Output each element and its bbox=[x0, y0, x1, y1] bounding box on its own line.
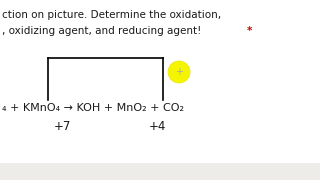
Text: ction on picture. Determine the oxidation,: ction on picture. Determine the oxidatio… bbox=[2, 10, 221, 20]
Text: *: * bbox=[247, 26, 252, 36]
Text: ₄ + KMnO₄ → KOH + MnO₂ + CO₂: ₄ + KMnO₄ → KOH + MnO₂ + CO₂ bbox=[2, 103, 184, 113]
Text: +4: +4 bbox=[148, 120, 166, 133]
Bar bbox=[0, 163, 320, 180]
Text: +: + bbox=[175, 67, 183, 77]
Text: , oxidizing agent, and reducing agent!: , oxidizing agent, and reducing agent! bbox=[2, 26, 204, 36]
Circle shape bbox=[168, 61, 190, 83]
Text: +7: +7 bbox=[53, 120, 71, 133]
